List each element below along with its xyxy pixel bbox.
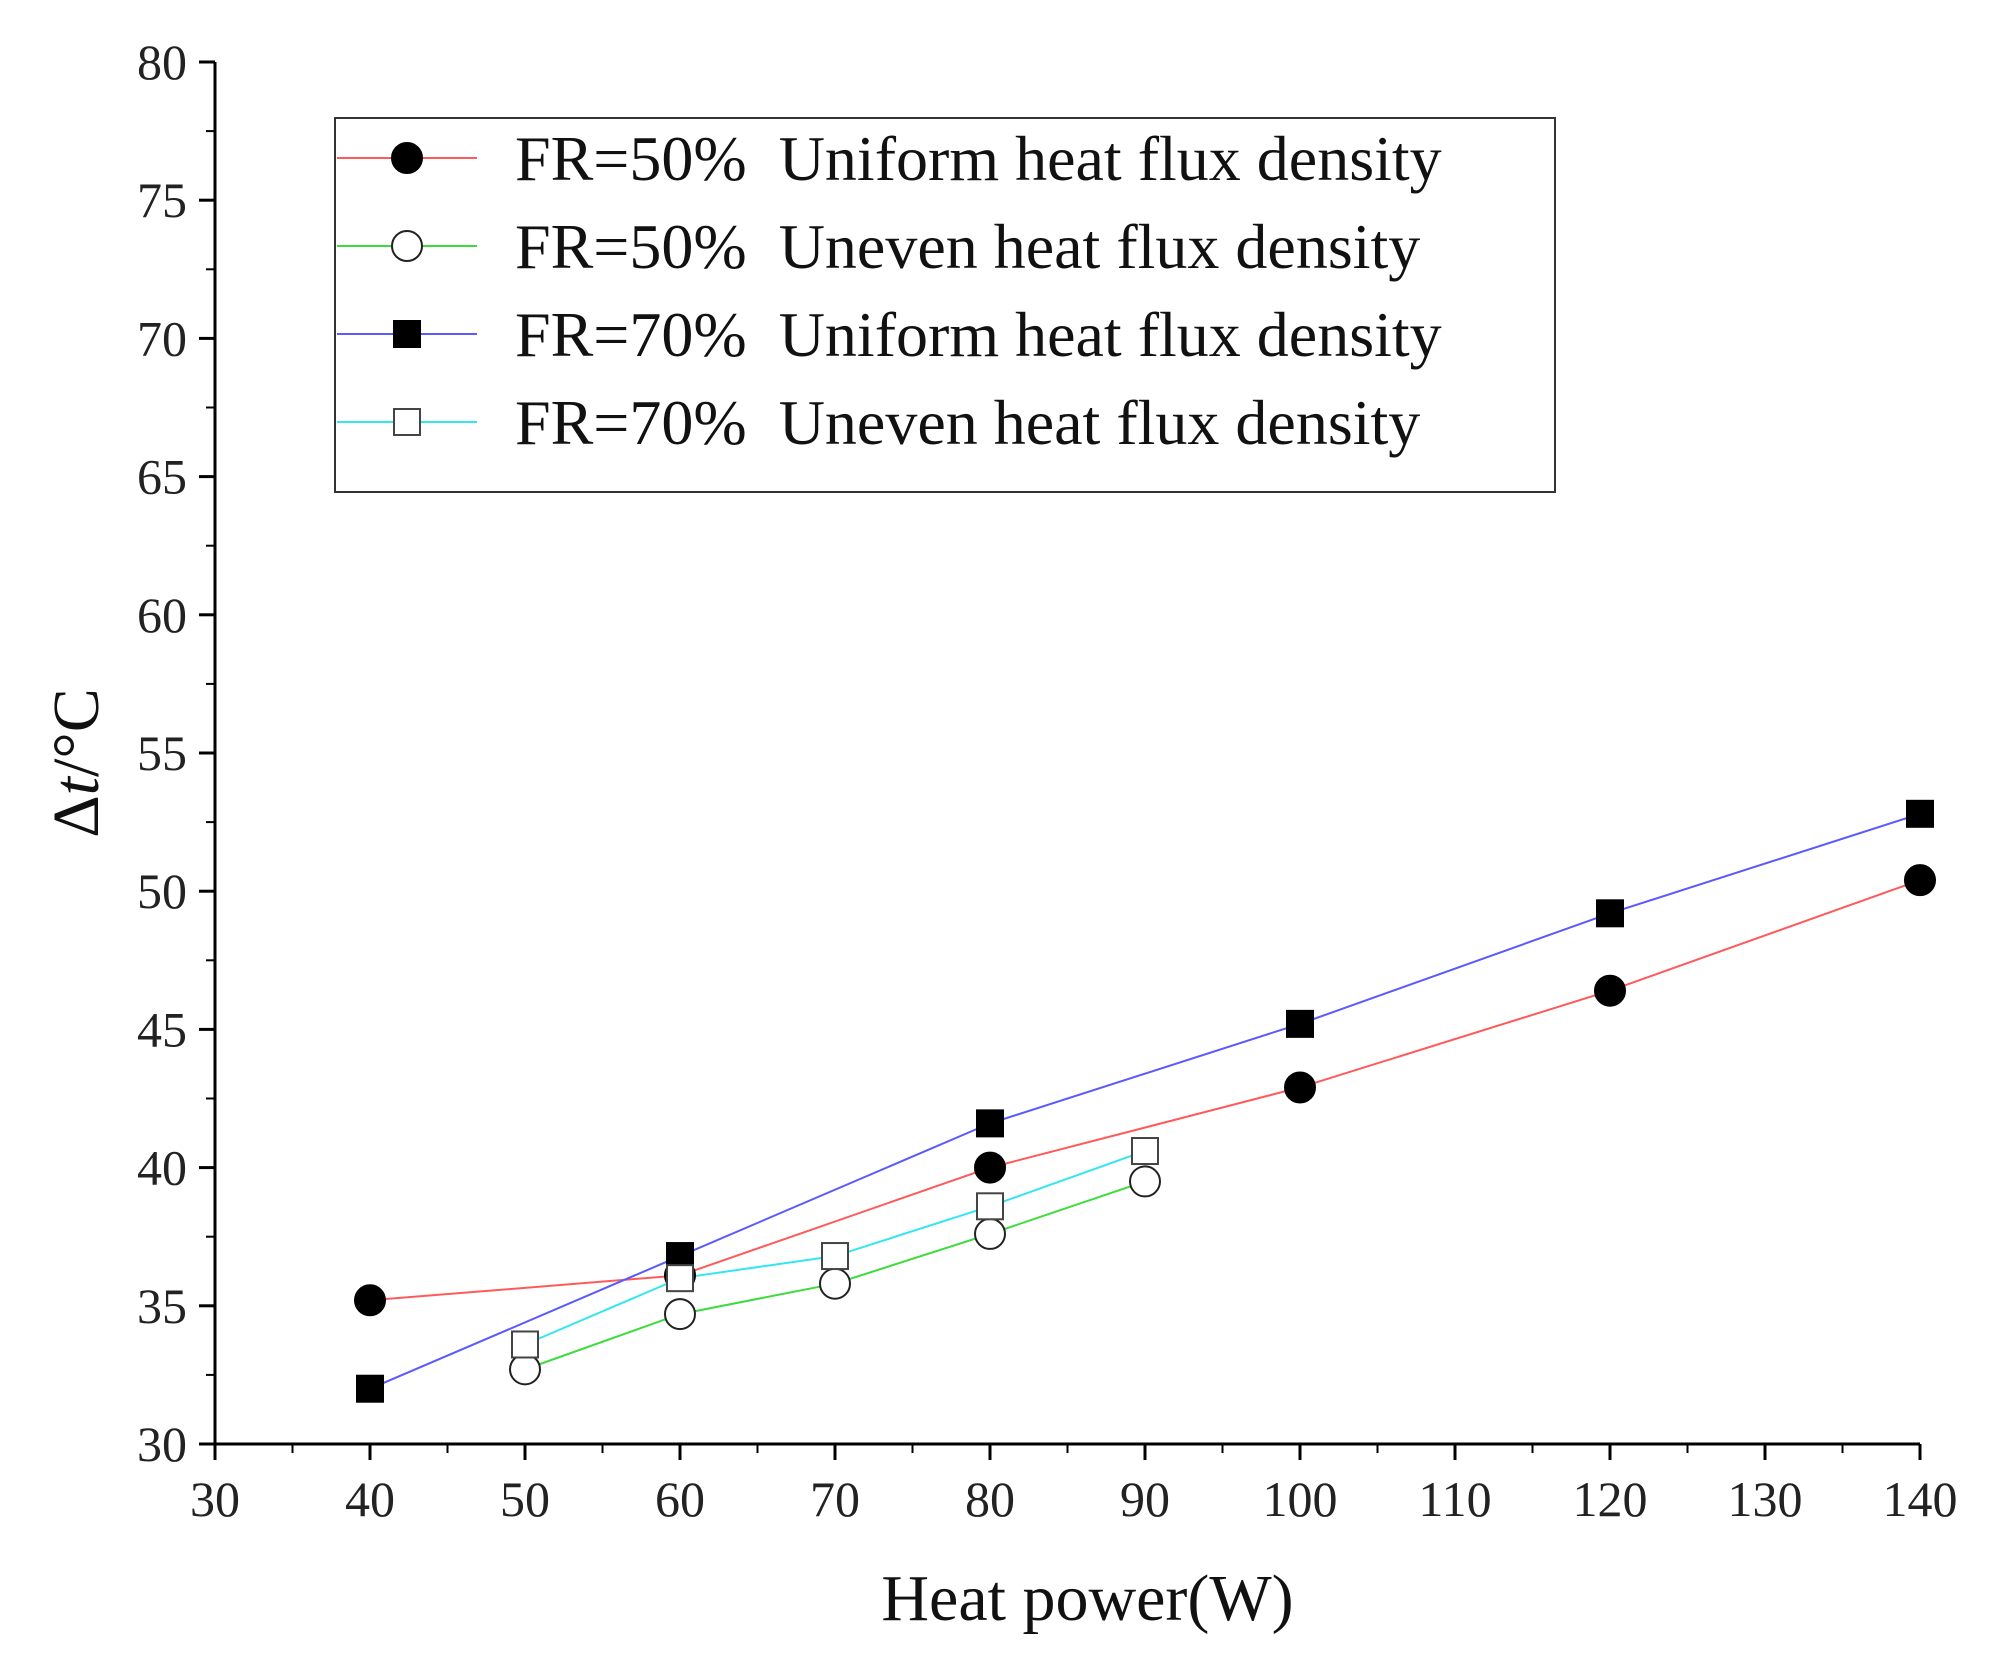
x-tick-label: 80 <box>965 1471 1015 1527</box>
y-tick-label: 40 <box>137 1140 187 1196</box>
legend-marker <box>393 408 421 436</box>
data-point <box>974 1151 1006 1184</box>
x-axis-title: Heat power(W) <box>881 1562 1293 1635</box>
data-point <box>1286 1009 1314 1038</box>
legend-box <box>334 117 1556 493</box>
x-tick-label: 120 <box>1573 1471 1648 1527</box>
y-tick-label: 35 <box>137 1278 187 1334</box>
y-axis-title-unit: /°C <box>40 688 113 777</box>
x-tick-label: 110 <box>1418 1471 1491 1527</box>
data-point <box>356 1374 384 1403</box>
data-point <box>1596 899 1624 928</box>
legend: FR=50% Uniform heat flux density FR=50% U… <box>334 117 1556 493</box>
data-point <box>664 1298 696 1331</box>
legend-label: FR=50% Uneven heat flux density <box>515 211 1420 282</box>
data-point <box>1131 1137 1159 1166</box>
legend-label: FR=70% Uneven heat flux density <box>515 387 1420 458</box>
data-point <box>974 1217 1006 1250</box>
series-1 <box>369 879 1921 1302</box>
data-point <box>511 1330 539 1359</box>
legend-entry: FR=50% Uniform heat flux density <box>337 123 1442 194</box>
x-tick-label: 50 <box>500 1471 550 1527</box>
series-line <box>369 812 1921 1390</box>
x-tick-label: 130 <box>1728 1471 1803 1527</box>
legend-marker <box>391 142 423 174</box>
legend-entry: FR=70% Uniform heat flux density <box>337 299 1442 370</box>
data-point <box>821 1242 849 1271</box>
data-point <box>1284 1071 1316 1104</box>
y-tick-label: 30 <box>137 1416 187 1472</box>
y-axis-title-symbol: Δ <box>40 795 113 837</box>
data-point <box>354 1284 386 1317</box>
x-tick-label: 70 <box>810 1471 860 1527</box>
x-tick-label: 60 <box>655 1471 705 1527</box>
legend-entry: FR=50% Uneven heat flux density <box>337 211 1420 282</box>
x-tick-label: 40 <box>345 1471 395 1527</box>
legend-marker <box>393 320 421 348</box>
data-point <box>1904 864 1936 897</box>
y-tick-label: 70 <box>137 310 187 366</box>
y-axis-title: Δt/°C <box>40 688 113 838</box>
data-point <box>819 1267 851 1300</box>
series-layer <box>354 799 1936 1403</box>
legend-entry: FR=70% Uneven heat flux density <box>337 387 1420 458</box>
legend-label: FR=50% Uniform heat flux density <box>515 123 1442 194</box>
series-3-markers <box>356 799 1934 1403</box>
series-3 <box>369 812 1921 1390</box>
y-tick-label: 55 <box>137 725 187 781</box>
data-point <box>666 1264 694 1293</box>
data-point <box>509 1353 541 1386</box>
data-point <box>976 1192 1004 1221</box>
series-4-markers <box>511 1137 1159 1359</box>
data-point <box>976 1109 1004 1138</box>
data-point <box>1129 1165 1161 1198</box>
y-tick-label: 60 <box>137 587 187 643</box>
y-tick-label: 65 <box>137 449 187 505</box>
y-tick-label: 50 <box>137 863 187 919</box>
y-axis-title-variable: t <box>40 775 113 795</box>
data-point <box>1906 799 1934 828</box>
x-tick-label: 140 <box>1883 1471 1958 1527</box>
x-tick-label: 30 <box>190 1471 240 1527</box>
series-1-markers <box>354 864 1936 1317</box>
x-tick-label: 90 <box>1120 1471 1170 1527</box>
x-tick-label: 100 <box>1263 1471 1338 1527</box>
y-tick-label: 75 <box>137 172 187 228</box>
legend-label: FR=70% Uniform heat flux density <box>515 299 1442 370</box>
series-2-markers <box>509 1165 1161 1386</box>
axes: 30 40 50 60 70 80 90 100 110 120 130 140 30 35 40 45 50 5… <box>137 34 1958 1527</box>
data-point <box>1594 974 1626 1007</box>
y-tick-label: 80 <box>137 34 187 90</box>
legend-marker <box>391 230 423 262</box>
series-line <box>369 879 1921 1302</box>
y-tick-label: 45 <box>137 1001 187 1057</box>
